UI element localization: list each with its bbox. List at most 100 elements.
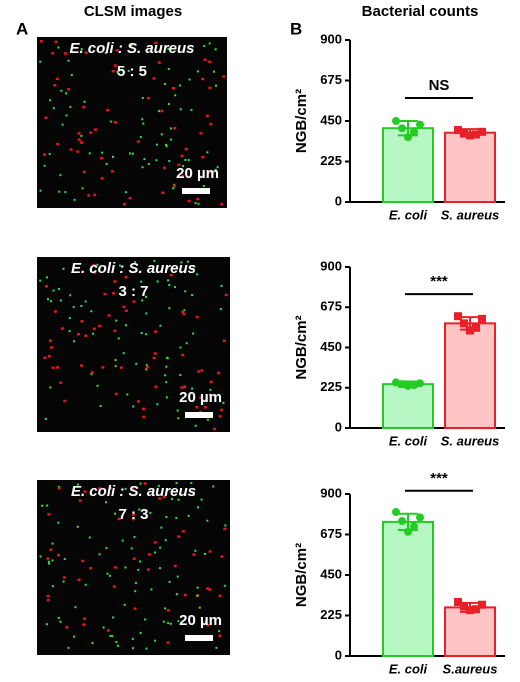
cell — [124, 324, 127, 327]
cell — [196, 506, 199, 509]
cell — [111, 635, 114, 638]
cell — [62, 580, 65, 583]
data-point — [460, 319, 468, 328]
cell — [57, 487, 61, 490]
cell — [197, 202, 200, 205]
cell — [220, 555, 224, 558]
cell — [139, 560, 142, 563]
cell — [99, 156, 103, 160]
cell — [77, 132, 81, 135]
cell — [172, 187, 175, 190]
cell — [111, 292, 115, 295]
cell — [51, 559, 54, 562]
cell — [208, 42, 211, 45]
cell — [92, 332, 95, 335]
cell — [68, 330, 71, 333]
cell — [49, 386, 52, 389]
cell — [55, 77, 59, 81]
data-point — [404, 527, 412, 536]
cell — [131, 152, 134, 155]
cell — [136, 140, 140, 143]
cell — [160, 526, 163, 529]
cell — [205, 114, 209, 118]
cell — [165, 381, 168, 384]
cell — [134, 590, 137, 593]
cell — [80, 48, 83, 51]
cell — [196, 273, 199, 276]
cell — [77, 578, 81, 582]
cell — [220, 284, 223, 287]
cell — [216, 166, 219, 169]
cell — [93, 128, 97, 131]
cell — [192, 493, 195, 496]
cell — [215, 84, 218, 87]
bar — [382, 383, 434, 429]
cell — [209, 380, 213, 384]
cell — [124, 309, 128, 313]
cell — [212, 427, 216, 431]
cell — [173, 564, 177, 568]
cell — [81, 559, 85, 563]
data-point — [398, 124, 406, 133]
cell — [69, 105, 72, 108]
cell — [180, 154, 184, 158]
cell — [203, 552, 206, 555]
y-tick-label: 225 — [320, 607, 342, 622]
cell — [206, 418, 209, 421]
cell — [195, 405, 199, 409]
cell — [143, 482, 147, 485]
cell — [130, 547, 133, 550]
cell — [222, 75, 226, 78]
cell — [164, 82, 167, 85]
cell — [180, 261, 183, 264]
cell — [168, 160, 171, 163]
cell — [154, 639, 157, 642]
cell — [181, 530, 185, 533]
cell — [125, 191, 128, 194]
cell — [98, 487, 102, 490]
cell — [117, 517, 121, 521]
cell — [162, 166, 166, 170]
cell — [83, 490, 87, 493]
data-point — [478, 127, 486, 136]
cell — [42, 153, 46, 156]
cell — [57, 553, 61, 557]
cell — [114, 365, 117, 368]
data-point — [398, 380, 406, 389]
cell — [152, 356, 156, 360]
cell — [51, 366, 55, 369]
cell — [157, 484, 160, 487]
cell — [51, 585, 54, 588]
cell — [106, 572, 109, 575]
cell — [108, 487, 112, 490]
cell — [47, 513, 51, 516]
data-point — [416, 120, 424, 129]
cell — [76, 332, 80, 336]
cell — [84, 334, 88, 337]
cell — [166, 609, 170, 612]
data-point — [472, 323, 480, 332]
cell — [65, 92, 68, 95]
cell — [49, 548, 53, 551]
cell — [183, 309, 186, 312]
cell — [196, 70, 199, 73]
cell — [184, 290, 187, 293]
cell — [157, 110, 160, 113]
cell — [113, 64, 117, 67]
y-tick-label: 450 — [320, 566, 342, 581]
data-point — [472, 130, 480, 139]
cell — [169, 138, 172, 141]
cell — [99, 405, 102, 408]
y-tick-label: 0 — [335, 193, 342, 208]
cell — [136, 400, 140, 403]
cell — [84, 300, 87, 303]
cell — [192, 332, 195, 335]
cell — [158, 497, 162, 500]
cell — [115, 319, 118, 322]
cell — [92, 327, 96, 330]
cell — [76, 150, 80, 153]
cell — [146, 568, 150, 571]
cell — [199, 131, 203, 135]
y-axis-label: NGB/cm² — [293, 89, 310, 153]
cell — [218, 630, 221, 633]
